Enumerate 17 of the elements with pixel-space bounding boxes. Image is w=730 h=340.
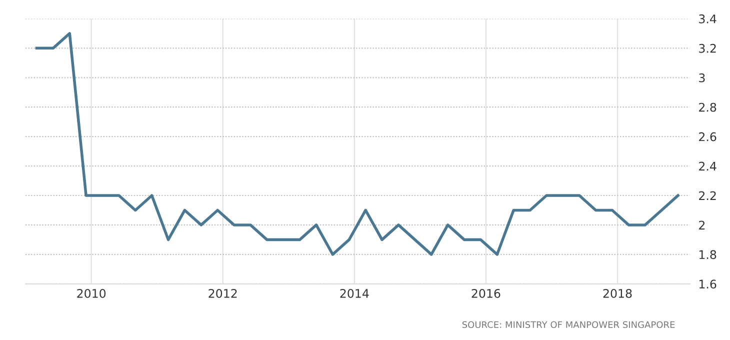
y-tick-label: 2.6 xyxy=(699,132,716,142)
y-tick-label: 2.4 xyxy=(699,162,716,171)
y-tick-label: 3.2 xyxy=(699,44,716,53)
x-tick-label: 2012 xyxy=(208,288,237,298)
x-tick-label: 2014 xyxy=(340,288,369,298)
source-note: SOURCE: MINISTRY OF MANPOWER SINGAPORE xyxy=(462,321,675,328)
x-tick-label: 2016 xyxy=(472,288,500,298)
x-tick-label: 2010 xyxy=(77,288,106,298)
y-tick-label: 2 xyxy=(699,220,705,230)
y-tick-label: 1.6 xyxy=(699,280,716,289)
line-series xyxy=(35,32,680,256)
y-tick-label: 1.8 xyxy=(699,250,716,260)
y-tick-label: 2.8 xyxy=(699,102,716,112)
y-tick-label: 3 xyxy=(699,73,705,82)
y-tick-label: 2.2 xyxy=(699,191,716,200)
x-tick-label: 2018 xyxy=(603,288,632,298)
y-tick-label: 3.4 xyxy=(699,14,716,24)
